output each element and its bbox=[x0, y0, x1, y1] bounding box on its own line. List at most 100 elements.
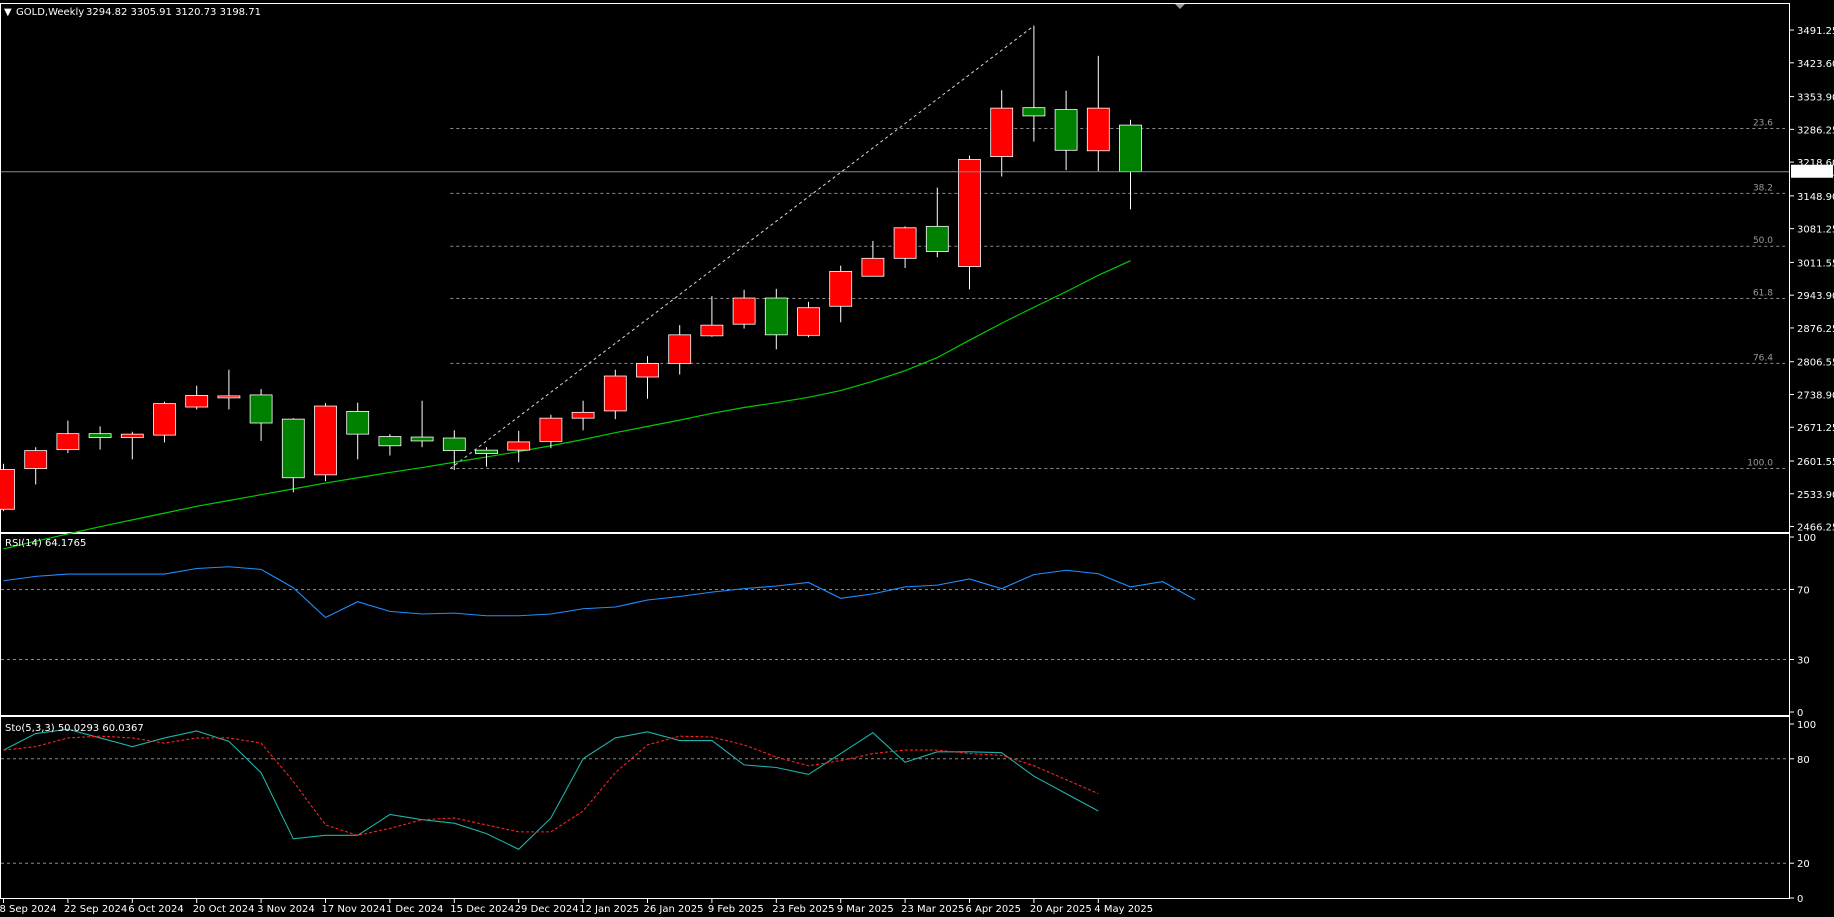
bear-candle-body bbox=[829, 270, 853, 307]
time-tick-label: 9 Mar 2025 bbox=[837, 904, 894, 915]
candle bbox=[539, 414, 563, 449]
bear-candle-body bbox=[217, 395, 241, 399]
candle bbox=[700, 296, 724, 337]
price-tick-label: 2533.90 bbox=[1797, 490, 1834, 501]
price-tick-label: 3148.90 bbox=[1797, 192, 1834, 203]
candle bbox=[249, 389, 273, 441]
candle bbox=[636, 356, 659, 399]
time-tick-label: 4 May 2025 bbox=[1094, 904, 1153, 915]
price-tick-label: 3081.25 bbox=[1797, 225, 1834, 236]
time-tick-label: 23 Mar 2025 bbox=[901, 904, 964, 915]
price-tick-label: 2876.25 bbox=[1797, 324, 1834, 335]
candle bbox=[0, 463, 15, 512]
bull-candle-body bbox=[764, 297, 788, 336]
bull-candle-body bbox=[1054, 109, 1078, 151]
stoch-main-line bbox=[3, 728, 1099, 850]
time-tick-label: 3 Nov 2024 bbox=[257, 904, 315, 915]
rsi-tick-label: 30 bbox=[1797, 656, 1810, 667]
time-tick-label: 22 Sep 2024 bbox=[64, 904, 127, 915]
bear-candle-body bbox=[507, 441, 531, 451]
scroll-marker-icon[interactable] bbox=[1175, 4, 1185, 9]
candle bbox=[281, 418, 305, 493]
candle bbox=[797, 301, 820, 338]
fib-level-label: 38.2 bbox=[1753, 183, 1773, 193]
moving-average-line bbox=[3, 260, 1131, 550]
candle bbox=[764, 288, 788, 350]
bull-candle-body bbox=[249, 394, 273, 424]
candle bbox=[603, 369, 627, 420]
fib-level-label: 23.6 bbox=[1753, 118, 1773, 128]
time-tick-label: 17 Nov 2024 bbox=[322, 904, 386, 915]
price-tick-label: 3286.25 bbox=[1797, 125, 1834, 136]
rsi-tick-label: 100 bbox=[1797, 533, 1816, 544]
candle bbox=[861, 240, 885, 277]
trendline[interactable] bbox=[449, 25, 1035, 469]
price-tick-label: 2671.25 bbox=[1797, 423, 1834, 434]
price-axis[interactable]: 3491.25 3423.60 3353.90 3286.25 3218.60 3148.… bbox=[1790, 26, 1834, 534]
trendline-segment[interactable] bbox=[449, 25, 1035, 469]
candle bbox=[185, 385, 209, 410]
candle bbox=[990, 90, 1014, 177]
price-tick-label: 2601.55 bbox=[1797, 457, 1834, 468]
rsi-tick-label: 70 bbox=[1797, 586, 1810, 597]
time-tick-label: 20 Apr 2025 bbox=[1030, 904, 1092, 915]
rsi-tick-label: 0 bbox=[1797, 708, 1803, 719]
time-tick-label: 29 Dec 2024 bbox=[515, 904, 579, 915]
moving-average bbox=[3, 260, 1131, 550]
bear-candle-body bbox=[539, 417, 563, 442]
bull-candle-body bbox=[475, 449, 498, 454]
bear-candle-body bbox=[1086, 107, 1110, 152]
bear-candle-body bbox=[797, 307, 820, 336]
fib-level-label: 50.0 bbox=[1753, 236, 1773, 246]
bull-candle-body bbox=[378, 436, 402, 447]
bull-candle-body bbox=[1119, 124, 1142, 173]
candle bbox=[507, 430, 531, 463]
bear-candle-body bbox=[56, 433, 80, 451]
price-tick-label: 2738.90 bbox=[1797, 390, 1834, 401]
rsi-pane-border bbox=[0, 533, 1790, 716]
bull-candle-body bbox=[1022, 107, 1046, 117]
candle bbox=[378, 434, 402, 456]
candle bbox=[1054, 90, 1078, 171]
time-tick-label: 6 Oct 2024 bbox=[128, 904, 183, 915]
bear-candle-body bbox=[668, 334, 692, 364]
current-price-label: 3198.71 bbox=[1794, 168, 1834, 179]
bull-candle-body bbox=[88, 433, 112, 438]
bear-candle-body bbox=[603, 375, 627, 412]
symbol-dropdown-icon[interactable]: ▼ bbox=[4, 7, 12, 18]
price-tick-label: 2943.90 bbox=[1797, 291, 1834, 302]
bull-candle-body bbox=[346, 410, 370, 435]
bear-candle-body bbox=[636, 363, 659, 378]
current-price-tag bbox=[1791, 164, 1833, 178]
candle bbox=[24, 447, 48, 485]
candle bbox=[732, 289, 756, 329]
price-tick-label: 2466.25 bbox=[1797, 523, 1834, 534]
candle bbox=[893, 226, 917, 268]
candle bbox=[56, 420, 80, 454]
candle bbox=[925, 187, 949, 258]
stoch-signal-line bbox=[3, 735, 1099, 836]
price-tick-label: 3353.90 bbox=[1797, 93, 1834, 104]
bull-candle-body bbox=[442, 437, 466, 452]
stoch-tick-label: 80 bbox=[1797, 755, 1810, 766]
candle bbox=[829, 265, 853, 323]
time-axis[interactable]: 8 Sep 2024 22 Sep 2024 6 Oct 2024 20 Oct 20… bbox=[0, 899, 1153, 915]
bear-candle-body bbox=[732, 297, 756, 325]
candle bbox=[314, 403, 337, 482]
stoch-title: Sto(5,3,3) 50.0293 60.0367 bbox=[5, 723, 144, 734]
bear-candle-body bbox=[0, 469, 15, 510]
bear-candle-body bbox=[314, 405, 337, 476]
bull-candle-body bbox=[925, 225, 949, 252]
time-tick-label: 15 Dec 2024 bbox=[450, 904, 514, 915]
ohlc-readout: 3294.82 3305.91 3120.73 3198.71 bbox=[86, 7, 261, 18]
time-tick-label: 12 Jan 2025 bbox=[579, 904, 639, 915]
fib-level-label: 100.0 bbox=[1747, 459, 1773, 469]
candle bbox=[958, 155, 981, 290]
fib-level-label: 76.4 bbox=[1753, 353, 1773, 363]
stochastic-pane: 100 80 20 0 bbox=[1, 720, 1816, 905]
bear-candle-body bbox=[893, 227, 917, 259]
time-tick-label: 20 Oct 2024 bbox=[193, 904, 255, 915]
stoch-tick-label: 0 bbox=[1797, 894, 1803, 905]
candle bbox=[442, 430, 466, 470]
